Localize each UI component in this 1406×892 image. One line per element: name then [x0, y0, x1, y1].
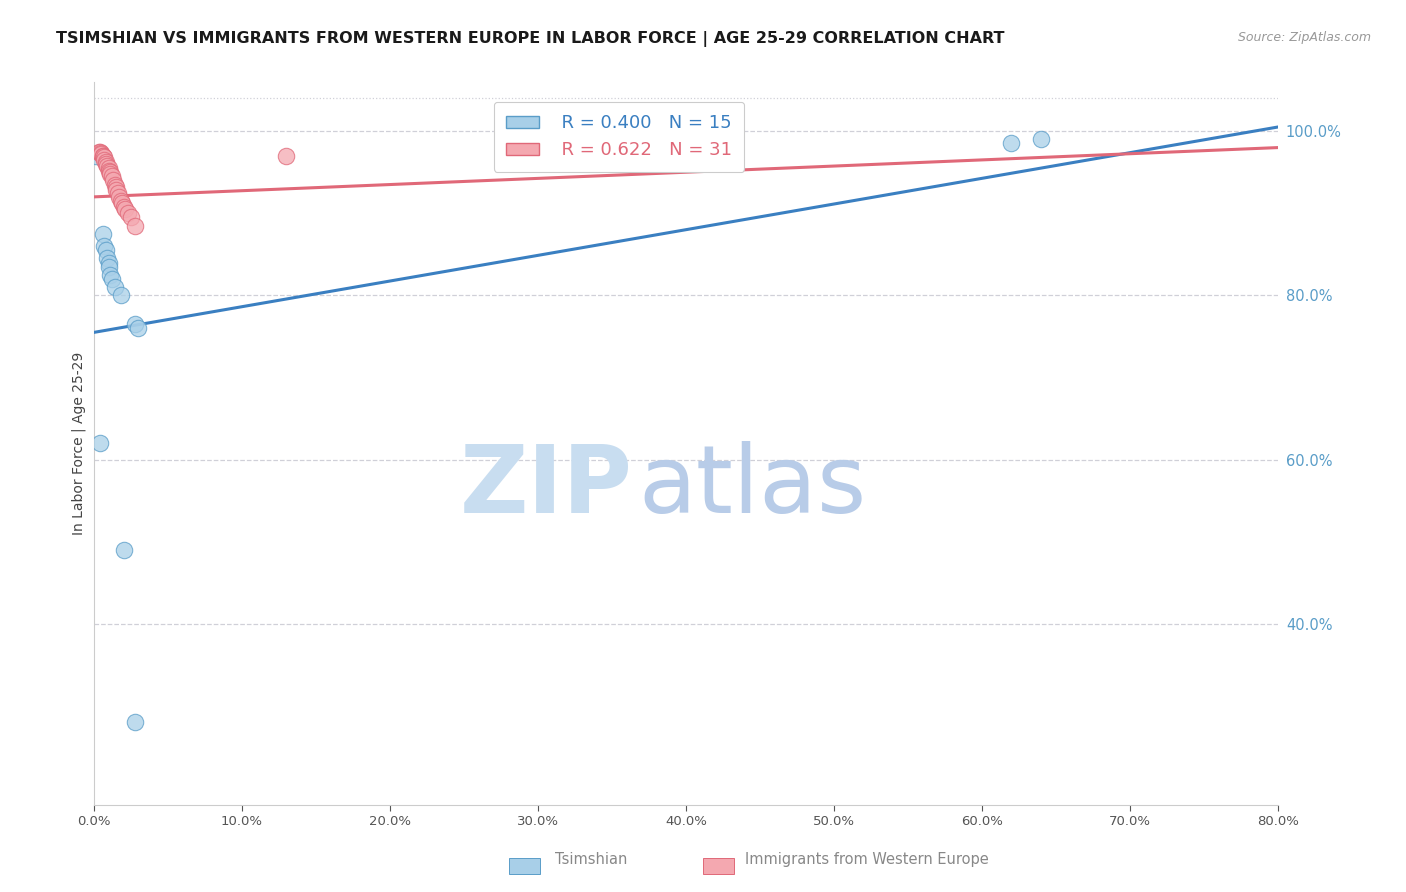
- Point: [94, 154, 117, 169]
- Point: [97, 260, 120, 274]
- Point: [104, 178, 127, 192]
- Point: [1000, 136, 1022, 151]
- Y-axis label: In Labor Force | Age 25-29: In Labor Force | Age 25-29: [72, 351, 86, 535]
- Point: [103, 173, 125, 187]
- Point: [94, 244, 117, 258]
- Point: [93, 153, 115, 167]
- Point: [90, 147, 112, 161]
- Point: [101, 169, 124, 184]
- Point: [89, 145, 111, 159]
- Point: [98, 268, 121, 282]
- Point: [117, 206, 139, 220]
- Point: [110, 194, 132, 208]
- Point: [89, 436, 111, 450]
- Point: [91, 149, 114, 163]
- Point: [124, 715, 146, 730]
- Point: [97, 163, 120, 178]
- Text: Immigrants from Western Europe: Immigrants from Western Europe: [745, 852, 988, 867]
- Point: [98, 165, 121, 179]
- Point: [94, 157, 117, 171]
- Point: [97, 255, 120, 269]
- Point: [98, 167, 121, 181]
- Point: [1029, 132, 1052, 146]
- Point: [112, 200, 135, 214]
- Text: Tsimshian: Tsimshian: [555, 852, 627, 867]
- Text: atlas: atlas: [638, 441, 866, 533]
- Point: [120, 211, 142, 225]
- Point: [84, 149, 107, 163]
- Point: [112, 543, 135, 558]
- Point: [276, 149, 298, 163]
- Point: [96, 159, 118, 173]
- Point: [91, 149, 114, 163]
- Point: [93, 239, 115, 253]
- Point: [107, 186, 129, 200]
- Point: [111, 196, 134, 211]
- Point: [101, 272, 124, 286]
- Point: [108, 190, 131, 204]
- Point: [90, 146, 112, 161]
- Point: [124, 219, 146, 233]
- Point: [91, 227, 114, 241]
- Point: [645, 145, 668, 159]
- Point: [127, 321, 149, 335]
- Point: [93, 151, 115, 165]
- Point: [104, 280, 127, 294]
- Legend:   R = 0.400   N = 15,   R = 0.622   N = 31: R = 0.400 N = 15, R = 0.622 N = 31: [494, 102, 744, 172]
- Point: [110, 288, 132, 302]
- Text: Source: ZipAtlas.com: Source: ZipAtlas.com: [1237, 31, 1371, 45]
- Point: [105, 180, 128, 194]
- Text: TSIMSHIAN VS IMMIGRANTS FROM WESTERN EUROPE IN LABOR FORCE | AGE 25-29 CORRELATI: TSIMSHIAN VS IMMIGRANTS FROM WESTERN EUR…: [56, 31, 1005, 47]
- Point: [105, 183, 128, 197]
- Point: [97, 161, 120, 175]
- Point: [114, 202, 136, 217]
- Point: [96, 252, 118, 266]
- Point: [87, 145, 110, 159]
- Point: [124, 317, 146, 331]
- Text: ZIP: ZIP: [460, 441, 633, 533]
